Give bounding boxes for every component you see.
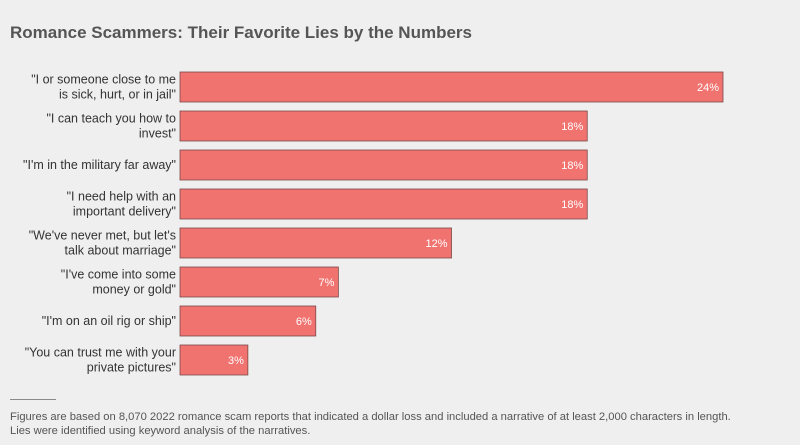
category-label-6: "I'm on an oil rig or ship"	[42, 314, 176, 328]
footnote-line-2: Lies were identified using keyword analy…	[10, 425, 311, 437]
bar-chart: 24% "I or someone close to me is sick, hur…	[23, 71, 724, 376]
category-label-1-line-1: invest"	[139, 127, 176, 141]
category-label-2: "I'm in the military far away"	[23, 158, 176, 172]
category-label-5: "I've come into some money or gold"	[61, 268, 176, 297]
value-label-0: 24%	[697, 82, 719, 94]
bar-6	[179, 305, 317, 337]
category-label-7-line-0: "You can trust me with your	[25, 346, 176, 360]
category-label-7-line-1: private pictures"	[87, 361, 176, 375]
category-label-4-line-1: talk about marriage"	[65, 244, 176, 258]
category-label-5-line-0: "I've come into some	[61, 268, 176, 282]
value-label-7: 3%	[228, 355, 244, 367]
category-label-7: "You can trust me with your private pictu…	[25, 346, 176, 375]
chart-title: Romance Scammers: Their Favorite Lies by…	[10, 23, 472, 42]
bar-1	[179, 110, 588, 142]
value-label-2: 18%	[561, 160, 583, 172]
footnote-divider	[10, 399, 56, 400]
bar-7	[179, 344, 249, 376]
category-label-1: "I can teach you how to invest"	[46, 112, 176, 141]
bar-3	[179, 188, 588, 220]
bar-4	[179, 227, 452, 259]
category-label-4-line-0: "We've never met, but let's	[29, 229, 176, 243]
category-label-3-line-1: important delivery"	[73, 205, 176, 219]
value-label-1: 18%	[561, 121, 583, 133]
category-label-0: "I or someone close to me is sick, hurt, …	[31, 73, 176, 102]
category-label-2-line-0: "I'm in the military far away"	[23, 158, 176, 172]
bar-0	[179, 71, 724, 103]
value-label-4: 12%	[425, 238, 447, 250]
category-label-0-line-0: "I or someone close to me	[31, 73, 176, 87]
category-label-6-line-0: "I'm on an oil rig or ship"	[42, 314, 176, 328]
footnote: Figures are based on 8,070 2022 romance …	[10, 410, 795, 438]
bar-5	[179, 266, 339, 298]
footnote-line-1: Figures are based on 8,070 2022 romance …	[10, 411, 731, 423]
category-label-3-line-0: "I need help with an	[67, 190, 176, 204]
value-label-6: 6%	[296, 316, 312, 328]
category-label-5-line-1: money or gold"	[92, 283, 176, 297]
category-label-1-line-0: "I can teach you how to	[46, 112, 176, 126]
category-label-3: "I need help with an important delivery"	[67, 190, 176, 219]
category-label-4: "We've never met, but let's talk about ma…	[29, 229, 176, 258]
value-label-5: 7%	[318, 277, 334, 289]
bar-2	[179, 149, 588, 181]
value-label-3: 18%	[561, 199, 583, 211]
category-label-0-line-1: is sick, hurt, or in jail"	[59, 88, 176, 102]
